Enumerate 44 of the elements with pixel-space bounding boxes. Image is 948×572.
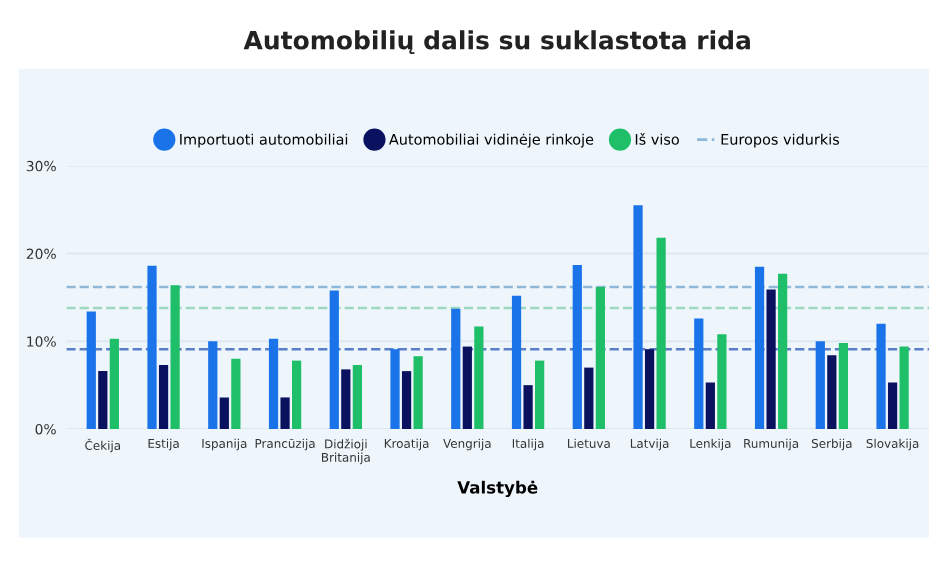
bar: [401, 371, 412, 429]
bar: [535, 360, 545, 429]
bar: [231, 358, 241, 429]
bar: [633, 205, 643, 429]
bar: [694, 318, 704, 429]
bar: [147, 265, 157, 429]
bar: [109, 338, 119, 429]
bar: [584, 367, 594, 429]
bar: [899, 346, 909, 429]
bar: [219, 397, 229, 429]
bar: [644, 349, 655, 429]
bar: [413, 356, 423, 429]
bar: [291, 360, 302, 429]
chart-title: Automobilių dalis su suklastota rida: [243, 30, 750, 55]
bar: [766, 289, 776, 429]
bar: [268, 338, 279, 429]
bar: [656, 237, 666, 429]
bar: [717, 334, 727, 429]
bar: [352, 364, 362, 429]
bar: [838, 343, 848, 429]
bar: [474, 326, 484, 429]
bar: [158, 364, 169, 429]
bar: [341, 369, 351, 429]
bar: [523, 385, 533, 429]
bar: [170, 285, 180, 429]
bar: [329, 290, 339, 429]
bar: [705, 382, 715, 429]
bar: [778, 273, 788, 429]
bar: [815, 341, 825, 429]
bar: [280, 397, 290, 429]
bar: [827, 355, 837, 429]
bar: [572, 264, 582, 429]
bar: [86, 311, 96, 429]
bar: [451, 308, 461, 429]
bar: [98, 371, 108, 429]
x-axis-title: Valstybė: [457, 480, 538, 498]
bar: [754, 266, 765, 429]
bar: [876, 323, 886, 429]
bar: [887, 382, 898, 429]
bar: [390, 349, 400, 429]
bar: [595, 286, 605, 429]
bar: [208, 341, 218, 429]
bar: [511, 295, 522, 429]
bar: [462, 346, 472, 429]
